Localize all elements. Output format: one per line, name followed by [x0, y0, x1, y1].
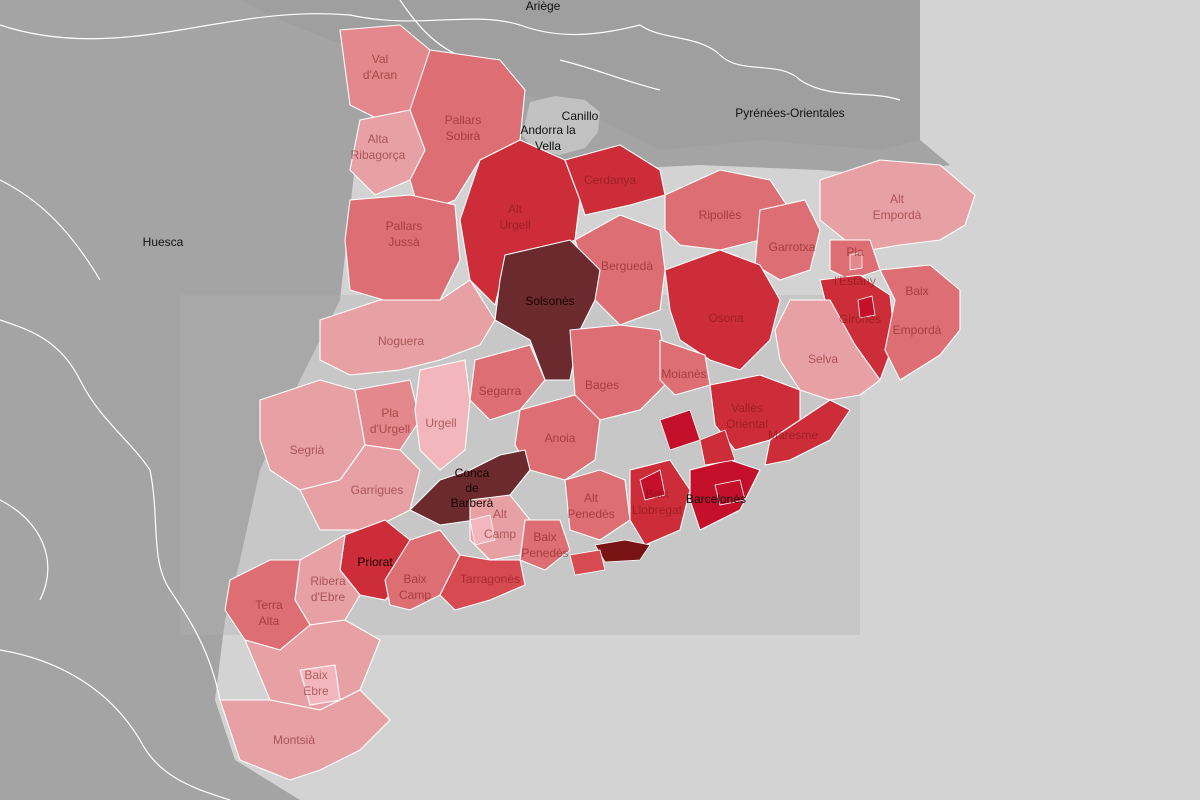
region-alt-emporda	[819, 159, 976, 251]
region-garrigues	[299, 444, 421, 531]
label-baix-penedes-2: Penedès	[521, 546, 568, 560]
municipality-cluster-2	[699, 429, 736, 466]
municipality-cluster-4	[594, 539, 651, 563]
region-urgell	[414, 359, 471, 471]
label-baix-ebre-1: Baix	[304, 668, 327, 682]
municipality-cluster-8	[849, 251, 863, 271]
region-moianes	[659, 339, 711, 396]
label-tarragones: Tarragonès	[460, 572, 520, 586]
label-anoia: Anoia	[545, 431, 576, 445]
label-baix-emporda-2: Empordà	[893, 323, 942, 337]
label-osona: Osona	[708, 311, 744, 325]
label-canillo: Canillo	[562, 109, 599, 123]
outside-borders	[0, 0, 901, 800]
label-alt-camp-1: Alt	[493, 507, 508, 521]
region-pallars-jussa	[344, 194, 461, 306]
region-anoia	[514, 394, 601, 481]
land-spain-aragon	[0, 0, 950, 800]
region-osona	[664, 249, 781, 371]
label-pla-urgell-2: d'Urgell	[370, 422, 410, 436]
label-andorra-2: Vella	[535, 139, 561, 153]
region-baix-emporda	[879, 264, 961, 381]
label-selva: Selva	[808, 352, 838, 366]
label-val-daran-2: d'Aran	[363, 68, 397, 82]
label-garrotxa: Garrotxa	[769, 240, 816, 254]
label-terra-alta-2: Alta	[259, 614, 280, 628]
region-alt-camp	[469, 494, 531, 561]
municipality-cluster-6	[569, 549, 606, 576]
label-montsia: Montsià	[273, 733, 315, 747]
label-pallars-sobira-1: Pallars	[445, 113, 482, 127]
label-bages: Bages	[585, 378, 619, 392]
label-ribera-2: d'Ebre	[311, 590, 346, 604]
label-alt-urgell-2: Urgell	[499, 218, 530, 232]
label-alt-emporda-1: Alt	[890, 192, 905, 206]
label-ribera-1: Ribera	[310, 574, 346, 588]
region-tarragones	[439, 554, 526, 611]
label-terra-alta-1: Terra	[255, 598, 283, 612]
region-maresme	[764, 399, 851, 466]
label-alt-emporda-2: Empordà	[873, 208, 922, 222]
municipality-cluster-3	[714, 479, 746, 506]
label-moianes: Moianès	[661, 367, 706, 381]
label-huesca: Huesca	[143, 235, 184, 249]
label-alt-penedes-1: Alt	[584, 491, 599, 505]
label-pallars-jussa-2: Jussà	[388, 235, 420, 249]
andorra	[522, 96, 600, 155]
label-noguera: Noguera	[378, 334, 424, 348]
label-conca-2: de	[465, 481, 479, 495]
region-baix-penedes	[519, 519, 571, 571]
region-noguera	[319, 279, 496, 376]
municipality-cluster-9	[857, 295, 876, 319]
label-segarra: Segarra	[479, 384, 522, 398]
label-valles-2: Oriental	[726, 417, 768, 431]
map-labels: Ariège Canillo Andorra la Vella Pyrénées…	[143, 0, 942, 747]
municipality-cluster-5	[639, 469, 666, 501]
label-cerdanya: Cerdanya	[584, 173, 636, 187]
region-cerdanya	[564, 144, 666, 216]
label-priorat: Priorat	[357, 555, 393, 569]
catalonia-regions	[219, 24, 976, 781]
label-baix-penedes-1: Baix	[533, 530, 556, 544]
label-pla-estany-1: Pla	[846, 245, 864, 259]
region-conca-de-barbera	[409, 449, 531, 526]
label-valles-1: Vallès	[731, 401, 763, 415]
label-urgell: Urgell	[425, 416, 456, 430]
label-alt-urgell-1: Alt	[508, 202, 523, 216]
label-baix-llobregat-2: Llobregat	[632, 503, 683, 517]
label-pla-estany-2: l'Estany	[834, 274, 876, 288]
label-segria: Segrià	[290, 443, 325, 457]
label-maresme: Maresme	[768, 428, 818, 442]
label-bergueda: Berguedà	[601, 259, 653, 273]
label-conca-1: Conca	[455, 466, 490, 480]
label-pallars-jussa-1: Pallars	[386, 219, 423, 233]
label-baix-llobregat-1: Baix	[645, 487, 668, 501]
label-val-daran-1: Val	[372, 52, 388, 66]
label-alt-camp-2: Camp	[484, 527, 516, 541]
label-pallars-sobira-2: Sobirà	[446, 129, 481, 143]
label-solsones: Solsonès	[525, 294, 574, 308]
label-alta-ribagorca-2: Ribagorça	[351, 148, 406, 162]
region-montsia	[219, 689, 391, 781]
label-andorra-1: Andorra la	[520, 123, 576, 137]
label-garrigues: Garrigues	[351, 483, 404, 497]
label-conca-3: Barberà	[451, 496, 494, 510]
label-barcelones: Barcelonès	[686, 492, 746, 506]
region-baix-ebre-light	[299, 664, 341, 706]
label-girones: Gironès	[839, 312, 881, 326]
label-baix-ebre-2: Ebre	[303, 684, 329, 698]
label-baix-camp-1: Baix	[403, 572, 426, 586]
label-pyrenees: Pyrénées-Orientales	[735, 106, 844, 120]
label-alt-penedes-2: Penedès	[567, 507, 614, 521]
label-baix-emporda-1: Baix	[905, 284, 928, 298]
label-baix-camp-2: Camp	[399, 588, 431, 602]
label-ripolles: Ripollès	[699, 208, 742, 222]
label-ariege: Ariège	[526, 0, 561, 13]
municipality-cluster-7	[469, 514, 496, 546]
label-pla-urgell-1: Pla	[381, 406, 399, 420]
label-alta-ribagorca-1: Alta	[368, 132, 389, 146]
region-selva	[774, 299, 881, 401]
